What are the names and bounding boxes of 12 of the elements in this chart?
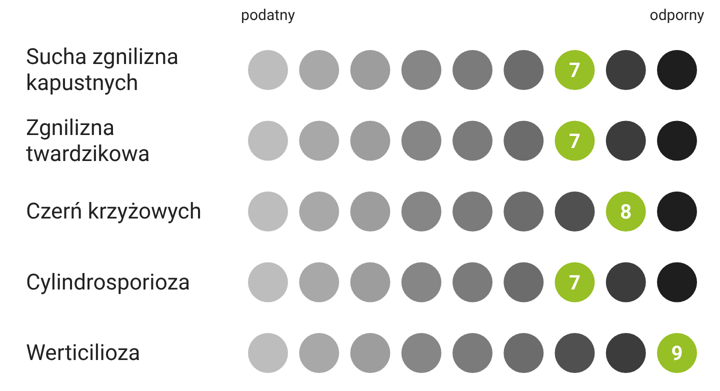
data-label: 9 (671, 341, 683, 365)
text: podatny (241, 6, 295, 24)
category-label: Werticilioza (26, 340, 140, 366)
category-label: Zgnilizna twardzikowa (26, 115, 150, 166)
data-label: 7 (569, 58, 580, 82)
data-label: 7 (569, 270, 580, 294)
category-label: Czerń krzyżowych (26, 199, 202, 224)
data-label: 8 (620, 200, 632, 224)
category-label: Sucha zgnilizna kapustnych (26, 44, 179, 96)
category-label: Cylindrosporioza (26, 270, 190, 295)
data-label: 7 (569, 128, 580, 153)
text: odporny (650, 6, 704, 24)
